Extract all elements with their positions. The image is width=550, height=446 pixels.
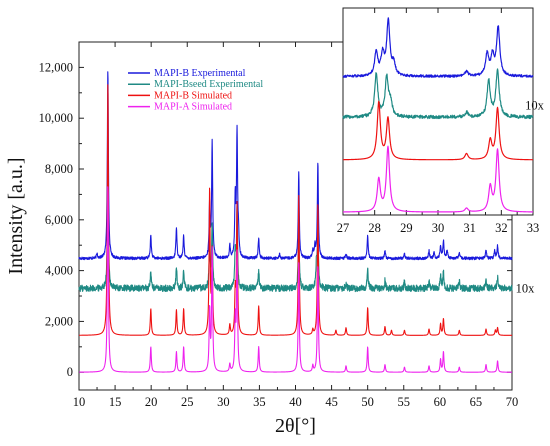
y-tick-label: 0	[67, 365, 73, 379]
inset-x-tick-label: 29	[400, 221, 413, 235]
y-tick-label: 10,000	[39, 111, 73, 125]
x-tick-label: 70	[506, 395, 519, 409]
y-tick-label: 2,000	[45, 314, 73, 328]
inset-series-line-mapi-b-simulated	[342, 100, 534, 161]
legend-label-mapi-a-simulated: MAPI-A Simulated	[154, 102, 232, 113]
inset-x-tick-label: 28	[368, 221, 381, 235]
x-tick-label: 60	[434, 395, 447, 409]
x-tick-label: 25	[181, 395, 194, 409]
x-tick-label: 20	[145, 395, 158, 409]
inset-x-tick-label: 31	[463, 221, 476, 235]
legend-label-mapi-b-experimental: MAPI-B Experimental	[154, 68, 246, 79]
x-tick-label: 65	[470, 395, 483, 409]
x-axis-title: 2θ[°]	[275, 415, 316, 437]
x-tick-label: 10	[73, 395, 86, 409]
y-tick-label: 12,000	[39, 60, 73, 74]
y-tick-label: 6,000	[45, 213, 73, 227]
inset-series-line-mapi-bseed-experimental	[342, 68, 534, 120]
y-tick-label: 4,000	[45, 264, 73, 278]
legend-label-mapi-bseed-experimental: MAPI-Bseed Experimental	[154, 79, 263, 90]
x-tick-label: 15	[109, 395, 122, 409]
series-line-mapi-b-simulated	[78, 84, 513, 336]
annotation-label: 10x	[516, 281, 536, 295]
inset-x-tick-label: 32	[495, 221, 508, 235]
series-line-mapi-b-experimental	[78, 71, 513, 261]
y-tick-label: 8,000	[45, 162, 73, 176]
x-tick-label: 45	[325, 395, 338, 409]
x-tick-label: 55	[398, 395, 411, 409]
inset-x-tick-label: 33	[527, 221, 540, 235]
series-line-mapi-a-simulated	[78, 186, 513, 373]
inset-series-line-mapi-a-simulated	[342, 145, 534, 213]
inset-x-tick-label: 27	[337, 221, 350, 235]
inset-x-tick-label: 30	[432, 221, 445, 235]
inset-series-line-mapi-b-experimental	[342, 17, 534, 78]
y-axis-title: Intensity [a.u.]	[5, 157, 27, 274]
inset-chart: 27 28 29 30 31 32 33 10x	[337, 7, 545, 235]
main-axes: 10 15 20 25 30 35 40 45 50 55 60 65 70 0 2,000 4,000 6,0…	[5, 41, 519, 437]
inset-annotation-label: 10x	[525, 99, 545, 113]
legend-label-mapi-b-simulated: MAPI-B Simulated	[154, 90, 232, 101]
x-tick-label: 50	[361, 395, 374, 409]
x-tick-label: 30	[217, 395, 230, 409]
series-line-mapi-bseed-experimental	[78, 164, 513, 293]
x-tick-label: 35	[253, 395, 266, 409]
main-series: 10x	[78, 71, 536, 373]
x-tick-label: 40	[289, 395, 302, 409]
inset-plot-frame	[342, 7, 534, 216]
